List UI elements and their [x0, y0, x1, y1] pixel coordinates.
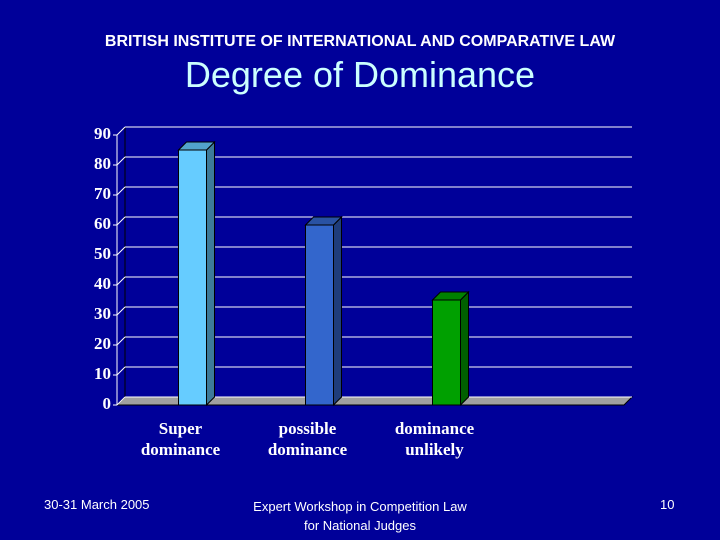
footer-date: 30-31 March 2005	[44, 497, 150, 512]
y-tick-label: 50	[94, 244, 111, 263]
bar-side	[460, 290, 469, 407]
x-tick-label: possible dominance	[267, 419, 348, 459]
x-tick-label: dominance unlikely	[394, 419, 475, 459]
grid-line-wall	[116, 276, 126, 286]
y-tick-label: 60	[94, 214, 111, 233]
grid-line-wall	[116, 156, 126, 166]
y-tick-label: 10	[94, 364, 111, 383]
bar-side	[333, 215, 342, 407]
chart-title: Degree of Dominance	[184, 54, 536, 95]
grid-line-wall	[116, 186, 126, 196]
y-tick-label: 90	[94, 124, 111, 143]
y-tick-label: 80	[94, 154, 111, 173]
grid-line-wall	[116, 126, 126, 136]
grid-line-wall	[116, 396, 126, 406]
grid-line-wall	[116, 336, 126, 346]
y-tick-label: 40	[94, 274, 111, 293]
grid-line-wall	[116, 246, 126, 256]
grid-line-wall	[116, 306, 126, 316]
header: BRITISH INSTITUTE OF INTERNATIONAL AND C…	[104, 33, 616, 50]
grid-line-wall	[116, 366, 126, 376]
bar	[178, 149, 207, 406]
x-tick-label: Super dominance	[140, 419, 221, 459]
bar	[305, 224, 334, 406]
y-tick-label: 0	[103, 394, 112, 413]
page-number: 10	[660, 497, 675, 512]
y-tick-label: 70	[94, 184, 111, 203]
y-tick-label: 30	[94, 304, 111, 323]
grid-line-wall	[116, 216, 126, 226]
bar	[432, 299, 461, 406]
y-tick-label: 20	[94, 334, 111, 353]
footer-event: Expert Workshop in Competition Law for N…	[253, 499, 467, 533]
bar-side	[206, 140, 215, 407]
